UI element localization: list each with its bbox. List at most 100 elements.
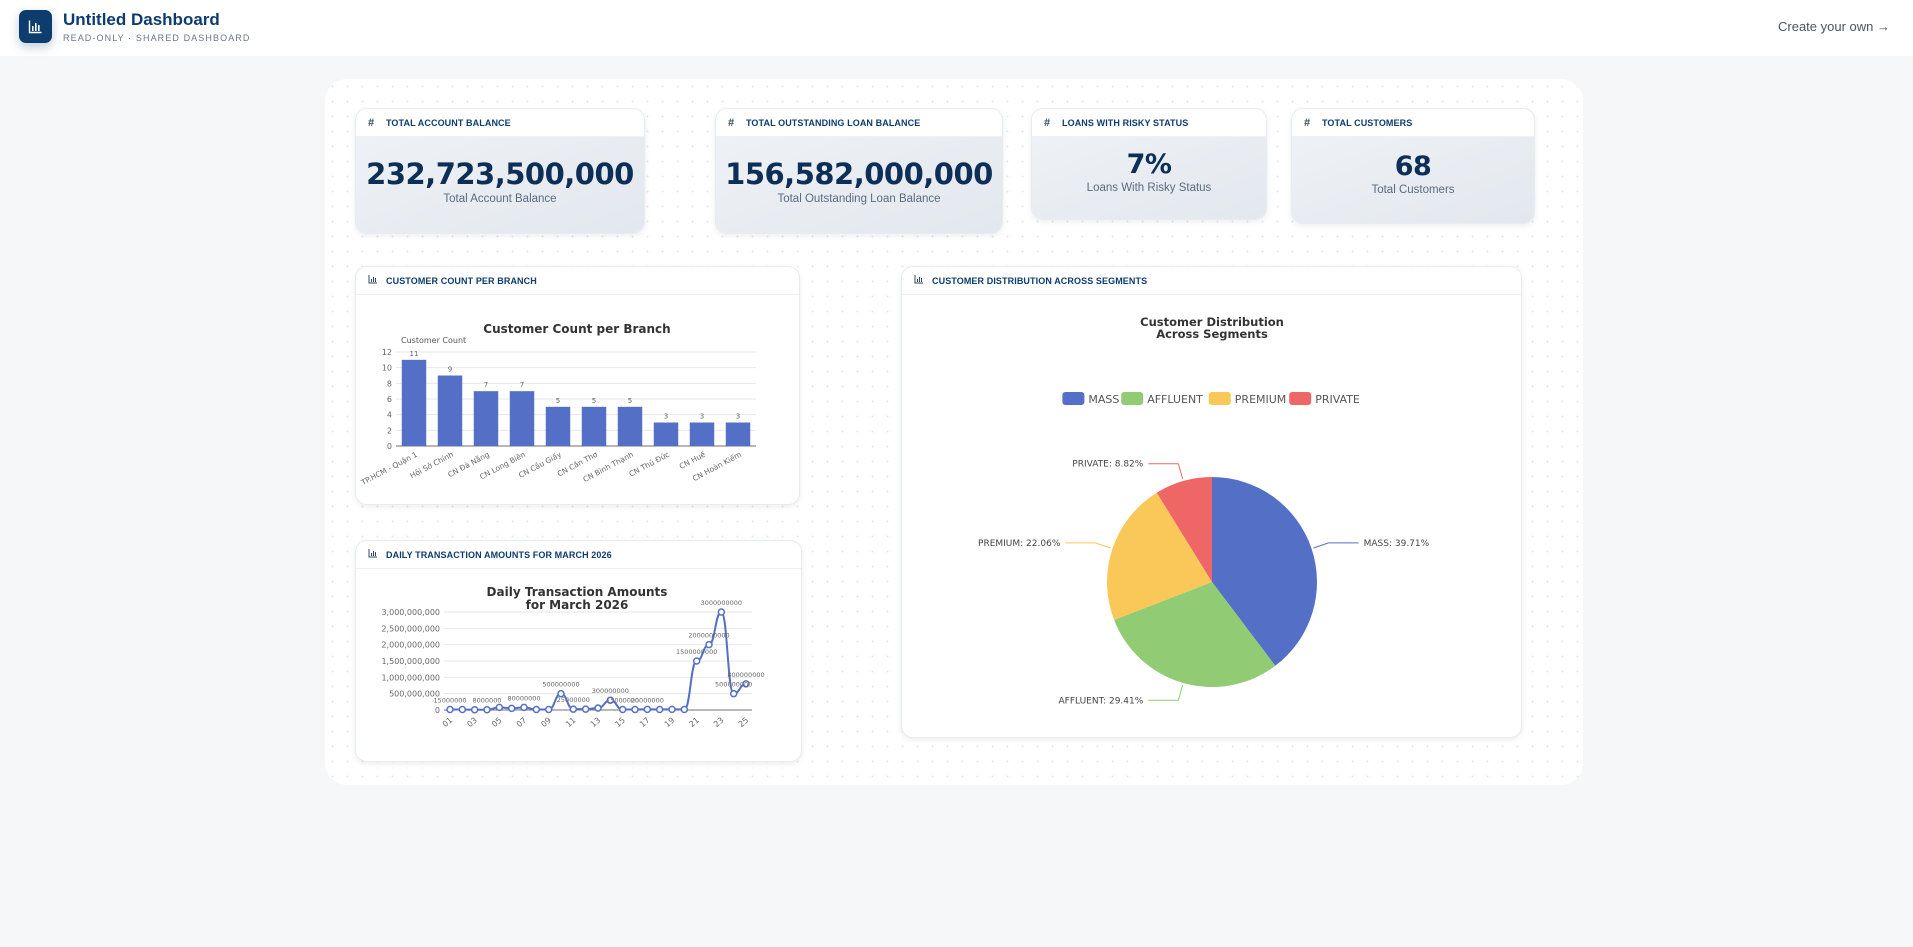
hash-icon: # [1304,116,1311,129]
dashboard-title: Untitled Dashboard [63,10,220,29]
bar [581,406,607,446]
kpi-value: 7% [1126,149,1172,180]
bar [401,359,427,446]
data-point [557,689,565,698]
kpi-body: 68 Total Customers [1292,137,1534,223]
dashboard-subtitle: READ-ONLY · SHARED DASHBOARD [63,33,251,43]
bar-value-label: 5 [628,397,632,405]
y-tick-label: 2 [387,426,392,435]
y-tick-label: 2,000,000,000 [381,641,440,650]
chart-body: Customer Distribution Across Segments MASS… [902,295,1521,737]
legend-label: PRIVATE [1315,393,1360,406]
bar [653,422,679,446]
data-point [458,705,467,714]
point-value-label: 500000000 [715,681,752,689]
kpi-label: Total Customers [1371,184,1455,196]
card-header: # LOANS WITH RISKY STATUS [1032,109,1266,137]
point-value-label: 20000000 [631,696,664,704]
data-point [446,705,454,714]
point-value-label: 80000000 [507,694,540,702]
y-tick-label: 6 [387,395,392,404]
card-title: LOANS WITH RISKY STATUS [1062,117,1189,128]
data-point [717,608,726,616]
x-tick-label: CN Thủ Đức [628,450,671,479]
chart-title: Customer Count per Branch [483,322,670,336]
y-tick-label: 0 [387,442,392,451]
point-value-label: 15000000 [606,697,639,705]
app-logo [19,10,52,43]
bar-value-label: 7 [520,381,524,389]
dashboard-canvas: # TOTAL ACCOUNT BALANCE 232,723,500,000 … [325,79,1583,785]
bar [509,391,535,446]
card-header: CUSTOMER COUNT PER BRANCH [356,267,799,295]
bar-value-label: 9 [448,366,452,374]
legend-swatch [1289,392,1312,405]
bar-value-label: 3 [700,413,704,421]
label-leader-line [1148,684,1184,701]
data-point [483,705,491,714]
card-header: DAILY TRANSACTION AMOUNTS FOR MARCH 2026 [356,541,801,569]
chart-title: Customer Distribution [1140,315,1284,329]
point-value-label: 800000000 [727,671,764,679]
y-tick-label: 12 [382,348,392,357]
y-tick-label: 1,000,000,000 [381,673,440,682]
bar-value-label: 5 [592,397,596,405]
x-tick-label: 03 [465,716,479,729]
kpi-card-total-outstanding-loan-balance: # TOTAL OUTSTANDING LOAN BALANCE 156,582… [715,108,1003,234]
x-tick-label: 05 [490,716,504,729]
data-point [668,705,676,714]
card-title: CUSTOMER DISTRIBUTION ACROSS SEGMENTS [932,275,1148,286]
data-point [470,705,479,714]
card-title: DAILY TRANSACTION AMOUNTS FOR MARCH 2026 [386,549,612,560]
x-tick-label: 07 [515,716,529,729]
hash-icon: # [368,116,375,129]
kpi-value: 156,582,000,000 [725,157,993,191]
kpi-value: 68 [1394,151,1432,182]
data-point [742,680,750,688]
bar-chart-icon [28,20,42,34]
bar-chart-icon [368,548,386,561]
slice-label: MASS: 39.71% [1364,539,1430,549]
bar-chart-icon [368,274,386,287]
legend-swatch [1062,392,1085,405]
chart-title: Daily Transaction Amounts [487,585,668,599]
chart-card-customer-count-per-branch: CUSTOMER COUNT PER BRANCH Customer Count… [355,266,800,505]
point-value-label: 3000000000 [701,599,742,607]
data-point [692,657,701,665]
chart-card-daily-transaction-amounts: DAILY TRANSACTION AMOUNTS FOR MARCH 2026… [355,540,802,762]
x-tick-label: 25 [737,716,751,729]
hash-icon: # [728,116,735,129]
data-point [631,705,639,714]
card-header: CUSTOMER DISTRIBUTION ACROSS SEGMENTS [902,267,1521,295]
card-header: # TOTAL CUSTOMERS [1292,109,1534,137]
data-point [729,689,738,698]
kpi-body: 156,582,000,000 Total Outstanding Loan B… [716,137,1002,233]
chart-body: Daily Transaction Amounts for March 2026 0… [356,569,801,761]
x-tick-label: 21 [687,716,701,729]
point-value-label: 15000000 [433,697,466,705]
label-leader-line [1313,542,1359,549]
x-tick-label: 15 [613,716,627,729]
chart-title: Across Segments [1156,327,1268,341]
kpi-label: Total Account Balance [443,193,557,205]
data-point [520,703,528,712]
hash-icon: # [1044,116,1051,129]
legend-swatch [1208,392,1231,405]
data-point [705,640,713,649]
data-point [680,705,689,714]
legend-label: AFFLUENT [1147,393,1203,406]
y-tick-label: 4 [387,411,392,420]
bar-chart-icon [914,274,932,287]
x-tick-label: 11 [564,716,578,729]
data-point [495,703,504,712]
kpi-label: Total Outstanding Loan Balance [777,193,941,205]
chart-body: Customer Count per Branch Customer Count 0… [356,295,799,504]
y-tick-label: 10 [382,364,392,373]
data-point [507,704,516,713]
data-point [618,705,627,714]
x-tick-label: 19 [663,716,677,729]
pie-slice [1114,582,1276,687]
x-tick-label: 09 [539,716,553,729]
slice-label: PREMIUM: 22.06% [978,539,1061,549]
create-your-own-link[interactable]: Create your own → [1778,19,1890,34]
